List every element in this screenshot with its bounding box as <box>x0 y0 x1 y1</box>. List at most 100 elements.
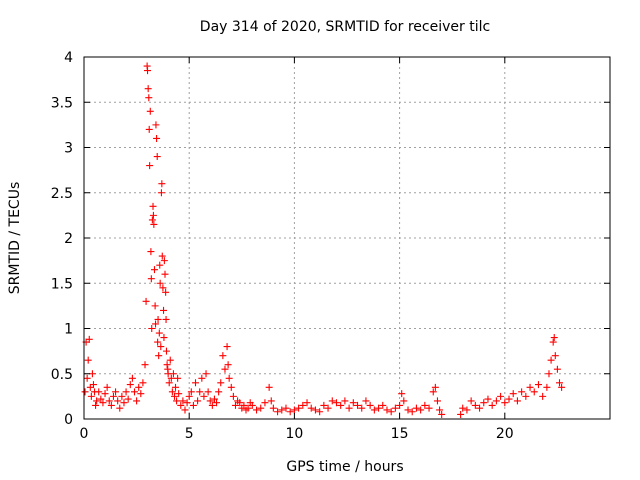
data-point <box>150 220 158 228</box>
data-point <box>354 401 362 409</box>
data-point <box>320 401 328 409</box>
data-point <box>513 397 521 405</box>
data-point <box>476 404 484 412</box>
y-axis-label: SRMTID / TECUs <box>7 182 23 295</box>
data-point <box>89 381 97 389</box>
chart-title: Day 314 of 2020, SRMTID for receiver til… <box>200 19 490 35</box>
data-point <box>105 397 113 405</box>
data-point <box>183 399 191 407</box>
data-point <box>421 401 429 409</box>
data-point <box>488 401 496 409</box>
data-point <box>219 352 227 360</box>
data-point <box>509 390 517 398</box>
data-point <box>208 401 216 409</box>
y-tick-label: 1.5 <box>51 276 73 292</box>
data-point <box>457 410 465 418</box>
data-point <box>153 134 161 142</box>
data-point <box>274 408 282 416</box>
data-point <box>162 315 170 323</box>
data-point <box>459 404 467 412</box>
data-point <box>139 379 147 387</box>
data-point <box>160 257 168 265</box>
data-point <box>165 379 173 387</box>
data-point <box>213 399 221 407</box>
y-tick-label: 2 <box>64 231 73 247</box>
data-point <box>467 397 475 405</box>
data-point <box>174 374 182 382</box>
data-point <box>144 67 152 75</box>
data-point <box>463 406 471 414</box>
data-point <box>155 352 163 360</box>
data-point <box>95 388 103 396</box>
data-point <box>146 162 154 170</box>
data-point <box>206 397 214 405</box>
data-point <box>471 401 479 409</box>
data-point <box>217 379 225 387</box>
data-point <box>425 404 433 412</box>
data-point <box>253 406 261 414</box>
data-point <box>192 379 200 387</box>
data-point <box>551 352 559 360</box>
data-point <box>181 406 189 414</box>
data-point <box>153 153 161 161</box>
data-point <box>379 401 387 409</box>
data-point <box>141 361 149 369</box>
y-tick-label: 3 <box>64 141 73 157</box>
data-point <box>265 383 273 391</box>
data-point <box>158 252 166 260</box>
data-point <box>162 288 170 296</box>
data-point <box>118 392 126 400</box>
data-point <box>146 107 154 115</box>
data-point <box>161 270 169 278</box>
data-point <box>431 383 439 391</box>
data-point <box>162 347 170 355</box>
data-point <box>126 381 134 389</box>
data-point <box>124 395 132 403</box>
data-point <box>152 320 160 328</box>
x-axis-label: GPS time / hours <box>286 459 403 475</box>
data-point <box>227 383 235 391</box>
data-point <box>223 343 231 351</box>
data-point <box>412 404 420 412</box>
plot-frame <box>83 56 611 420</box>
data-point <box>189 401 197 409</box>
data-point <box>522 392 530 400</box>
data-point <box>549 338 557 346</box>
data-point <box>151 302 159 310</box>
data-point <box>438 410 446 418</box>
data-point <box>398 390 406 398</box>
data-point <box>539 392 547 400</box>
data-point <box>147 248 155 256</box>
data-point <box>93 397 101 405</box>
data-point <box>518 388 526 396</box>
data-point <box>278 406 286 414</box>
data-point <box>87 392 95 400</box>
data-point <box>81 388 89 396</box>
y-tick-label: 2.5 <box>51 186 73 202</box>
data-point <box>303 399 311 407</box>
y-tick-label: 0.5 <box>51 367 73 383</box>
data-point <box>137 390 145 398</box>
data-point <box>175 390 183 398</box>
data-point <box>391 404 399 412</box>
data-point <box>215 388 223 396</box>
data-point <box>526 383 534 391</box>
data-point <box>497 392 505 400</box>
data-point <box>92 401 100 409</box>
axis-ticks: 0 5 10 15 20 0 0.5 1 1.5 2 2.5 3 3.5 4 <box>51 50 610 442</box>
data-point <box>534 381 542 389</box>
data-point <box>204 388 212 396</box>
data-point <box>156 261 164 269</box>
data-point <box>200 392 208 400</box>
y-tick-label: 0 <box>64 412 73 428</box>
data-point <box>145 125 153 133</box>
data-point <box>83 374 91 382</box>
data-point <box>345 404 353 412</box>
x-tick-label: 20 <box>496 426 514 442</box>
data-point <box>145 94 153 102</box>
data-point <box>332 399 340 407</box>
data-point <box>149 211 157 219</box>
data-point <box>337 401 345 409</box>
data-point <box>547 356 555 364</box>
